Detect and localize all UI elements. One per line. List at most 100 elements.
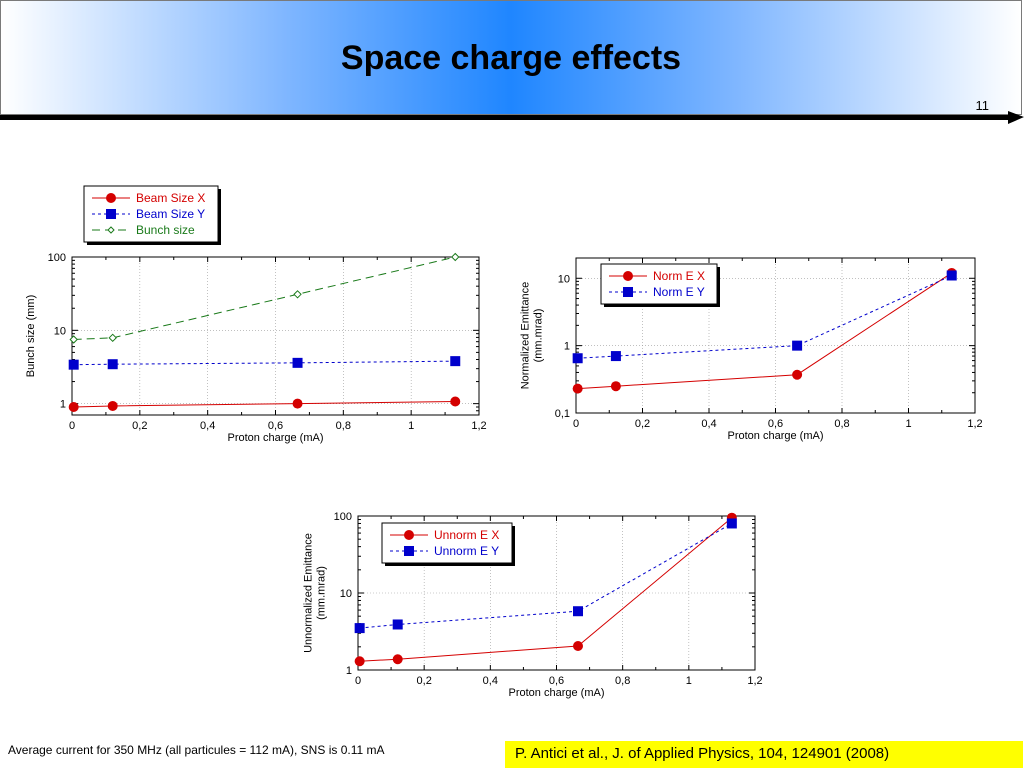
data-point <box>68 359 79 370</box>
y-axis-label: Bunch size (mm) <box>25 295 37 378</box>
data-point <box>69 335 78 344</box>
y-axis-label: (mm.mrad) <box>316 566 328 620</box>
header-rule <box>0 115 1010 120</box>
series-line <box>577 275 952 359</box>
x-tick-label: 0,2 <box>417 675 432 687</box>
data-point <box>107 359 118 370</box>
x-tick-label: 0,2 <box>132 420 147 432</box>
x-tick-label: 0,8 <box>615 675 630 687</box>
series-norm-e-x <box>572 267 957 394</box>
y-tick-label: 10 <box>340 588 352 600</box>
series-beam-size-x <box>68 396 461 412</box>
title-banner: Space charge effects 11 <box>0 0 1022 115</box>
x-tick-label: 0,8 <box>336 420 351 432</box>
reference-box: P. Antici et al., J. of Applied Physics,… <box>505 741 1023 768</box>
header-rule-arrow <box>1008 111 1024 124</box>
reference-text: P. Antici et al., J. of Applied Physics,… <box>515 745 890 762</box>
y-tick-label: 10 <box>54 325 66 337</box>
x-tick-label: 1,2 <box>471 420 486 432</box>
data-point <box>292 357 303 368</box>
x-tick-label: 1 <box>408 420 414 432</box>
x-tick-label: 0,4 <box>200 420 215 432</box>
data-point <box>354 656 365 667</box>
series-line <box>359 517 733 662</box>
y-tick-label: 100 <box>334 511 352 523</box>
data-point <box>572 383 583 394</box>
data-point <box>451 252 460 262</box>
legend-label: Norm E X <box>653 269 705 283</box>
data-point <box>292 398 303 409</box>
y-axis-label: Normalized Emittance <box>520 282 532 390</box>
legend-label: Unnorm E Y <box>434 544 499 558</box>
data-point <box>623 287 633 297</box>
legend: Beam Size X Beam Size Y Bunch size <box>83 185 221 245</box>
x-tick-label: 1 <box>686 675 692 687</box>
data-point <box>106 193 116 203</box>
y-tick-label: 100 <box>48 252 66 264</box>
data-point <box>293 290 302 299</box>
series-norm-e-y <box>572 270 957 364</box>
data-point <box>392 654 403 665</box>
x-tick-label: 0 <box>355 675 361 687</box>
legend: Unnorm E X Unnorm E Y <box>381 522 515 566</box>
unnormalized-emittance-chart: 0 0,2 0,4 0,6 0,8 1 1,2 1 10 100 Proton charge (mA… <box>303 511 763 699</box>
data-point <box>450 396 461 407</box>
data-point <box>946 270 957 281</box>
x-tick-label: 0,6 <box>768 418 783 430</box>
plot-frame <box>71 256 480 416</box>
data-point <box>354 623 365 634</box>
legend-box <box>381 522 513 564</box>
data-point <box>107 226 115 234</box>
legend-label: Beam Size Y <box>136 207 205 221</box>
x-tick-label: 0 <box>573 418 579 430</box>
data-point <box>792 369 803 380</box>
data-point <box>726 518 737 529</box>
x-axis-label: Proton charge (mA) <box>228 432 324 444</box>
y-tick-label: 10 <box>558 273 570 285</box>
series-unnorm-e-y <box>354 518 737 634</box>
x-tick-label: 0,4 <box>483 675 498 687</box>
series-line <box>73 360 456 366</box>
data-point <box>106 209 116 219</box>
y-tick-label: 1 <box>60 399 66 411</box>
series-line <box>359 523 733 629</box>
data-point <box>572 353 583 364</box>
y-axis-label: Unnormalized Emittance <box>303 533 315 653</box>
series-line <box>73 400 456 408</box>
x-tick-label: 0 <box>69 420 75 432</box>
data-point <box>392 619 403 630</box>
bunch-size-chart: 0 0,2 0,4 0,6 0,8 1 1,2 1 10 100 Proton charge (mA… <box>25 185 487 444</box>
legend-label: Unnorm E X <box>434 528 499 542</box>
x-tick-label: 0,2 <box>635 418 650 430</box>
x-tick-label: 0,4 <box>701 418 716 430</box>
data-point <box>404 546 414 556</box>
x-tick-label: 1,2 <box>967 418 982 430</box>
normalized-emittance-chart: 0 0,2 0,4 0,6 0,8 1 1,2 0,1 1 10 Proton charge (mA… <box>520 257 983 442</box>
series-bunch-size <box>69 252 460 344</box>
series-line <box>577 272 952 390</box>
data-point <box>404 530 414 540</box>
data-point <box>68 401 79 412</box>
data-point <box>623 271 633 281</box>
page-title: Space charge effects <box>340 39 682 77</box>
x-tick-label: 1,2 <box>747 675 762 687</box>
page-number: 11 <box>975 98 990 113</box>
plot-frame <box>575 257 976 414</box>
grid <box>71 256 480 415</box>
data-point <box>450 356 461 367</box>
x-tick-label: 0,6 <box>549 675 564 687</box>
legend-box <box>600 263 718 305</box>
legend-label: Beam Size X <box>136 191 205 205</box>
legend: Norm E X Norm E Y <box>600 263 720 307</box>
x-tick-label: 1 <box>905 418 911 430</box>
footnote: Average current for 350 MHz (all particu… <box>8 743 385 757</box>
plot-frame <box>357 515 756 671</box>
data-point <box>610 351 621 362</box>
series-beam-size-y <box>68 356 461 370</box>
y-tick-label: 1 <box>346 665 352 677</box>
y-tick-label: 1 <box>564 341 570 353</box>
legend-label: Bunch size <box>136 223 195 237</box>
data-point <box>573 606 584 617</box>
x-axis-label: Proton charge (mA) <box>728 430 824 442</box>
data-point <box>610 381 621 392</box>
